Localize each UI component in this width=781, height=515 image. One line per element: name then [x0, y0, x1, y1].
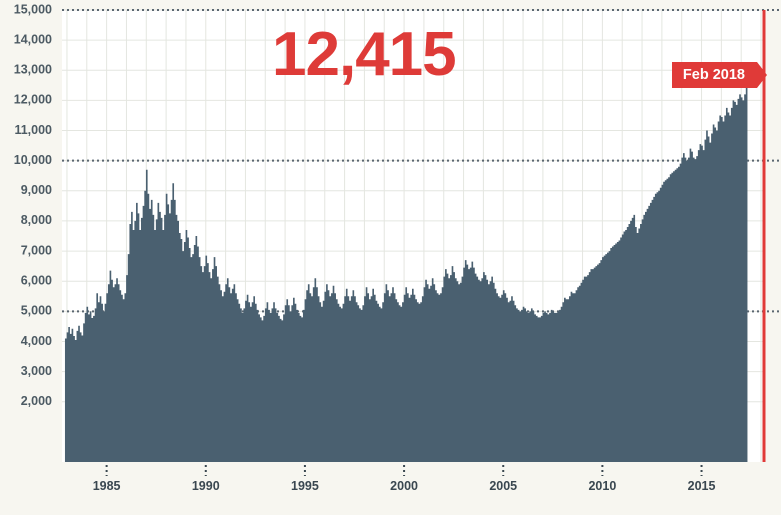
x-axis-tick-label: 2010	[588, 479, 616, 493]
x-axis-tick-label: 2005	[489, 479, 517, 493]
x-axis-labels: 1985 1990 1995 2000 2005 2010 2015	[93, 479, 716, 493]
y-axis-tick-label: 12,000	[14, 93, 52, 107]
y-axis-tick-label: 9,000	[21, 183, 52, 197]
y-axis-labels: 2,000 3,000 4,000 5,000 6,000 7,000 8,000 9,000…	[14, 2, 52, 408]
y-axis-tick-label: 11,000	[14, 123, 52, 137]
x-axis-tick-label: 2000	[390, 479, 418, 493]
y-axis-tick-label: 5,000	[21, 304, 52, 318]
data-area	[64, 87, 748, 462]
y-axis-tick-label: 15,000	[14, 2, 52, 16]
y-axis-tick-label: 10,000	[14, 153, 52, 167]
y-axis-tick-label: 14,000	[14, 32, 52, 46]
x-axis-tick-label: 2015	[688, 479, 716, 493]
y-axis-tick-label: 7,000	[21, 243, 52, 257]
x-axis-tick-marks	[105, 465, 703, 476]
headline-value: 12,415	[272, 20, 457, 89]
annotation-badge: Feb 2018	[671, 61, 768, 88]
x-axis-tick-label: 1995	[291, 479, 319, 493]
x-axis-tick-label: 1985	[93, 479, 121, 493]
y-axis-tick-label: 6,000	[21, 273, 52, 287]
y-axis-tick-label: 8,000	[21, 213, 52, 227]
y-axis-tick-label: 3,000	[21, 364, 52, 378]
y-axis-tick-label: 2,000	[21, 394, 52, 408]
y-axis-tick-label: 4,000	[21, 334, 52, 348]
y-axis-tick-label: 13,000	[14, 63, 52, 77]
x-axis-tick-label: 1990	[192, 479, 220, 493]
